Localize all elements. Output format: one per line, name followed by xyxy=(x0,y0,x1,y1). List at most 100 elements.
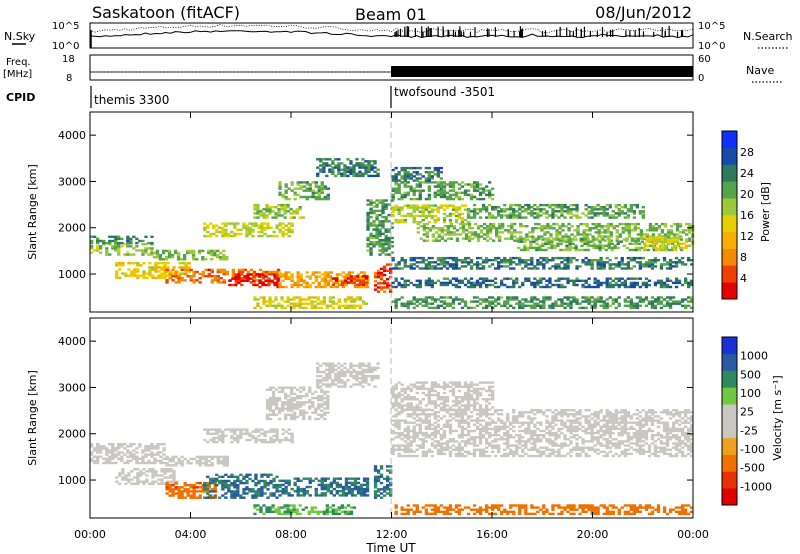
heatmap-cell xyxy=(349,510,354,513)
heatmap-cell xyxy=(442,281,447,285)
heatmap-cell xyxy=(590,263,594,266)
heatmap-cell xyxy=(690,259,694,262)
heatmap-cell xyxy=(192,281,196,284)
heatmap-cell xyxy=(509,267,513,270)
heatmap-cell xyxy=(375,230,379,233)
heatmap-cell xyxy=(623,281,627,285)
heatmap-cell xyxy=(665,302,670,305)
heatmap-cell xyxy=(556,238,560,241)
heatmap-cell xyxy=(289,302,293,305)
heatmap-cell xyxy=(376,488,381,491)
heatmap-cell xyxy=(620,206,624,209)
heatmap-cell xyxy=(442,204,447,207)
heatmap-cell xyxy=(163,472,167,475)
heatmap-cell xyxy=(391,431,395,435)
heatmap-cell xyxy=(344,487,349,491)
heatmap-cell xyxy=(364,166,368,169)
heatmap-cell xyxy=(418,279,422,282)
heatmap-cell xyxy=(260,479,264,483)
heatmap-cell xyxy=(633,225,637,228)
heatmap-cell xyxy=(403,166,407,170)
heatmap-cell xyxy=(263,492,267,495)
heatmap-cell xyxy=(421,208,425,211)
heatmap-cell xyxy=(498,235,502,238)
heatmap-cell xyxy=(436,306,440,310)
heatmap-cell xyxy=(263,479,267,483)
heatmap-cell xyxy=(186,249,190,253)
heatmap-cell xyxy=(243,275,247,278)
heatmap-cell xyxy=(210,462,214,465)
heatmap-cell xyxy=(325,508,329,511)
heatmap-cell xyxy=(313,300,317,303)
heatmap-cell xyxy=(361,162,365,165)
heatmap-cell xyxy=(427,193,431,197)
heatmap-cell xyxy=(656,300,661,303)
heatmap-cell xyxy=(204,258,208,261)
heatmap-cell xyxy=(319,370,323,374)
heatmap-cell xyxy=(99,455,103,458)
heatmap-cell xyxy=(230,484,234,487)
heatmap-cell xyxy=(609,235,613,238)
heatmap-cell xyxy=(542,277,546,280)
heatmap-cell xyxy=(433,166,437,170)
heatmap-cell xyxy=(296,485,300,489)
heatmap-cell xyxy=(433,261,437,264)
heatmap-cell xyxy=(323,417,327,421)
heatmap-cell xyxy=(454,206,459,209)
heatmap-cell xyxy=(397,421,401,424)
heatmap-cell xyxy=(242,477,246,481)
heatmap-cell xyxy=(283,300,287,303)
heatmap-cell xyxy=(418,181,422,184)
heatmap-cell xyxy=(668,296,673,299)
heatmap-cell xyxy=(575,259,579,262)
heatmap-cell xyxy=(151,472,155,475)
heatmap-cell xyxy=(353,487,358,491)
heatmap-cell xyxy=(325,510,329,513)
heatmap-cell xyxy=(409,173,413,176)
heatmap-cell xyxy=(550,244,554,247)
heatmap-cell xyxy=(174,462,178,465)
heatmap-cell xyxy=(284,195,288,199)
heatmap-cell xyxy=(378,232,382,235)
heatmap-cell xyxy=(216,279,220,282)
heatmap-cell xyxy=(269,234,273,238)
heatmap-cell xyxy=(632,304,636,307)
heatmap-cell xyxy=(623,267,627,270)
heatmap-cell xyxy=(375,243,379,246)
heatmap-cell xyxy=(323,483,327,487)
heatmap-cell xyxy=(409,177,413,180)
heatmap-cell xyxy=(605,302,609,305)
heatmap-cell xyxy=(466,285,471,289)
heatmap-cell xyxy=(638,298,642,301)
heatmap-cell xyxy=(274,216,278,219)
heatmap-cell xyxy=(283,208,287,211)
heatmap-cell xyxy=(674,302,679,305)
heatmap-cell xyxy=(601,244,605,247)
heatmap-cell xyxy=(359,494,364,497)
heatmap-cell xyxy=(138,443,142,446)
heatmap-cell xyxy=(331,366,335,369)
heatmap-cell xyxy=(353,479,358,482)
heatmap-cell xyxy=(660,246,665,250)
heatmap-cell xyxy=(346,277,351,280)
heatmap-cell xyxy=(206,226,210,229)
heatmap-cell xyxy=(236,477,240,481)
heatmap-cell xyxy=(639,231,643,234)
heatmap-cell xyxy=(503,256,507,260)
heatmap-cell xyxy=(427,189,431,192)
heatmap-cell xyxy=(383,269,387,272)
heatmap-cell xyxy=(277,508,281,511)
heatmap-cell xyxy=(521,298,525,301)
heatmap-cell xyxy=(597,231,601,234)
heatmap-cell xyxy=(624,227,628,230)
heatmap-cell xyxy=(121,476,125,479)
heatmap-cell xyxy=(488,279,492,282)
heatmap-cell xyxy=(221,432,225,435)
heatmap-cell xyxy=(332,281,336,285)
heatmap-cell xyxy=(262,296,266,299)
heatmap-cell xyxy=(361,300,366,303)
heatmap-cell xyxy=(369,224,373,227)
heatmap-cell xyxy=(403,304,407,307)
heatmap-cell xyxy=(237,275,241,278)
heatmap-cell xyxy=(302,417,306,421)
